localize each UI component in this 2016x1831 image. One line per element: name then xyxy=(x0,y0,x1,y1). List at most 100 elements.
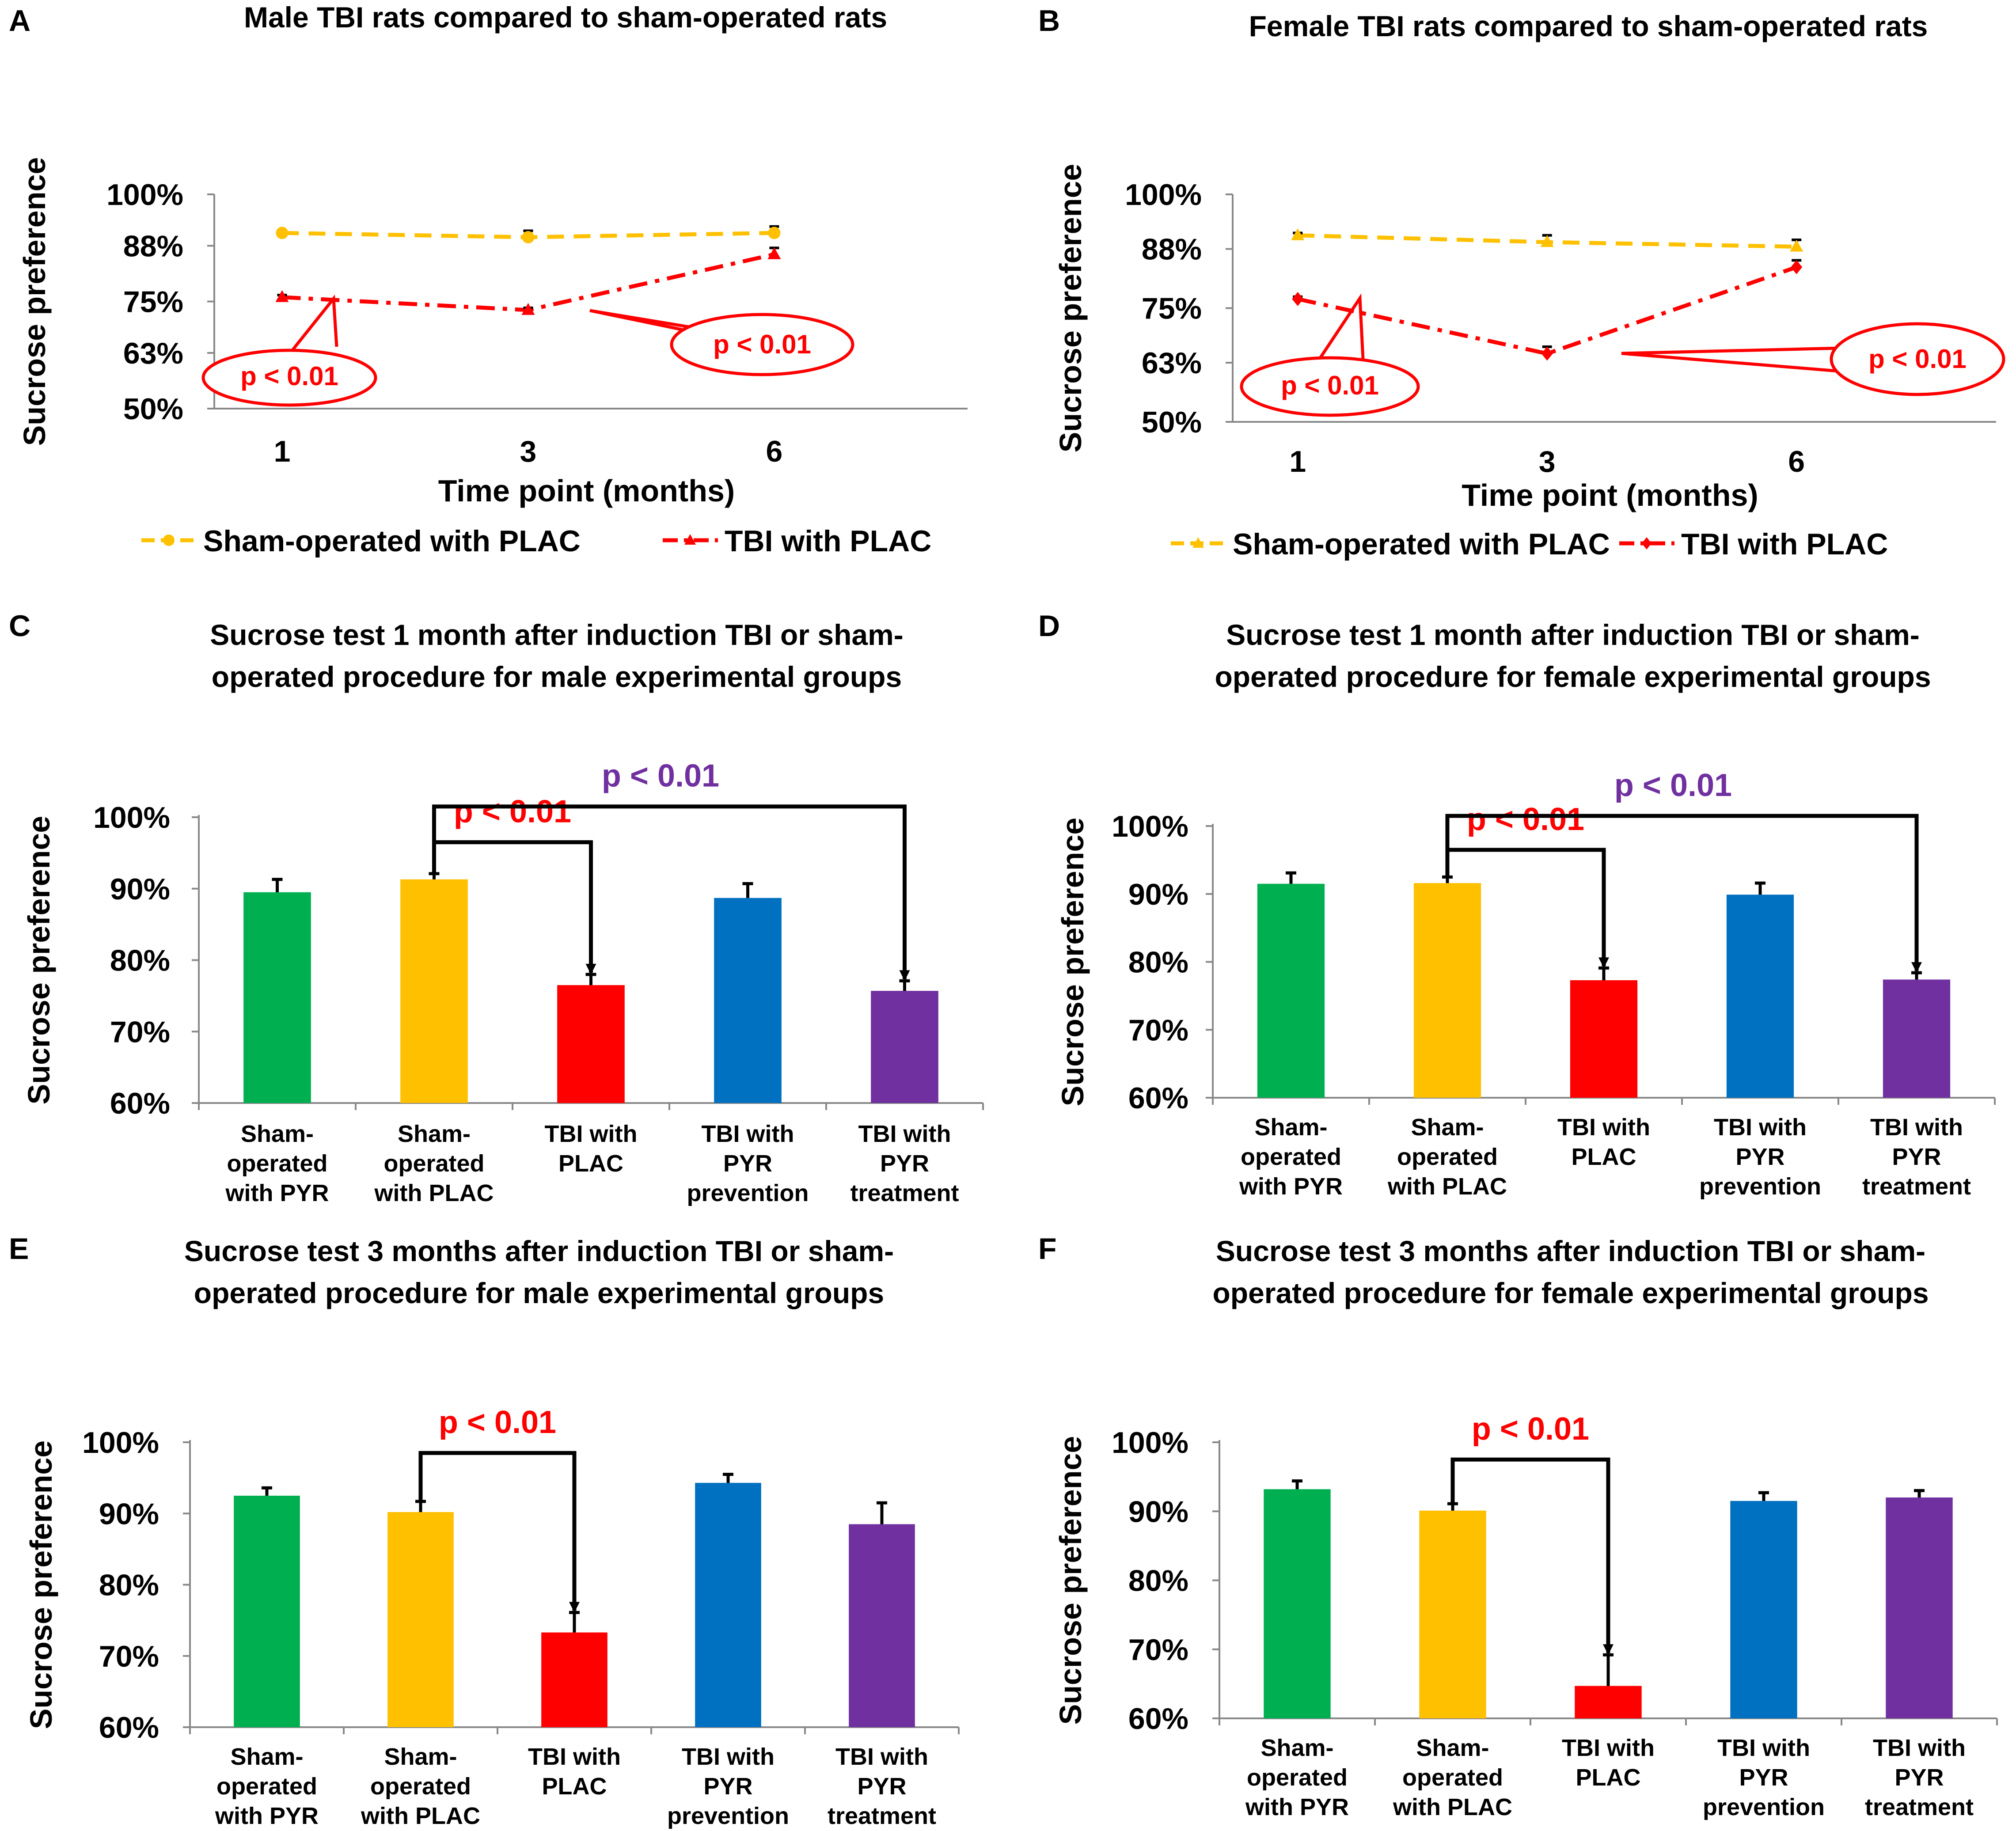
legend-label: TBI with PLAC xyxy=(1681,527,1888,561)
y-tick-label: 63% xyxy=(1142,346,1202,380)
category-label: Sham- xyxy=(1254,1114,1327,1141)
bar xyxy=(695,1482,761,1727)
category-label: Sham- xyxy=(230,1744,303,1770)
y-axis-title: Sucrose preference xyxy=(1053,164,1088,453)
category-label: PYR xyxy=(1739,1764,1788,1791)
data-point xyxy=(1540,235,1554,247)
legend-label: Sham-operated with PLAC xyxy=(1233,527,1610,561)
category-label: operated xyxy=(383,1150,484,1177)
p-value-label: p < 0.01 xyxy=(1472,1411,1589,1447)
bar-group: TBI with PLAC xyxy=(528,1611,621,1800)
p-value-callout: p < 0.01 xyxy=(589,309,854,376)
category-label: with PYR xyxy=(1245,1794,1349,1820)
category-label: prevention xyxy=(667,1803,789,1829)
chart-title: operated procedure for male experimental… xyxy=(212,660,902,693)
p-value-label: p < 0.01 xyxy=(1281,371,1379,400)
bracket-arrowhead xyxy=(1911,962,1922,973)
p-value-label: p < 0.01 xyxy=(1467,802,1584,837)
category-label: with PLAC xyxy=(1393,1794,1512,1820)
category-label: PLAC xyxy=(558,1150,623,1177)
category-label: PYR xyxy=(723,1150,772,1177)
y-tick-label: 90% xyxy=(1128,1495,1188,1528)
bracket-line xyxy=(432,804,907,979)
bracket-line xyxy=(1450,1457,1610,1653)
category-label: Sham- xyxy=(1416,1735,1489,1761)
chart-title: operated procedure for male experimental… xyxy=(194,1277,884,1309)
y-tick-label: 50% xyxy=(123,392,183,426)
category-label: operated xyxy=(1241,1144,1341,1170)
bar-group: Sham-operated with PLAC xyxy=(1387,875,1507,1200)
bar-group: Sham-operated with PLAC xyxy=(374,872,494,1206)
category-label: TBI with xyxy=(682,1744,775,1770)
panel-a: A Male TBI rats compared to sham-operated… xyxy=(9,1,968,558)
p-value-label: p < 0.01 xyxy=(439,1405,556,1440)
category-label: TBI with xyxy=(1717,1735,1810,1761)
category-label: with PYR xyxy=(215,1803,319,1829)
y-tick-label: 70% xyxy=(1128,1633,1188,1667)
legend-label: Sham-operated with PLAC xyxy=(203,524,581,558)
category-label: with PYR xyxy=(225,1180,329,1206)
legend-marker xyxy=(684,534,696,545)
bar xyxy=(234,1495,300,1727)
legend: Sham-operated with PLAC TBI with PLAC xyxy=(1171,527,1888,561)
significance-bracket: p < 0.01 xyxy=(418,1405,580,1613)
chart-title: Female TBI rats compared to sham-operate… xyxy=(1249,10,1928,42)
y-tick-label: 70% xyxy=(110,1015,170,1049)
category-label: TBI with xyxy=(702,1121,794,1147)
panel-letter: B xyxy=(1038,4,1060,38)
x-tick-label: 1 xyxy=(274,435,291,468)
series-sham xyxy=(276,225,781,243)
bar xyxy=(871,991,938,1103)
bar-group: TBI with PYR prevention xyxy=(687,882,809,1206)
bar xyxy=(1413,883,1481,1098)
category-label: TBI with xyxy=(1873,1735,1966,1761)
category-label: PLAC xyxy=(1576,1764,1641,1791)
bar xyxy=(1570,980,1638,1098)
category-label: PYR xyxy=(857,1773,906,1800)
chart-title: operated procedure for female experiment… xyxy=(1212,1277,1929,1309)
callout-bubble xyxy=(201,349,377,407)
y-tick-label: 100% xyxy=(82,1426,159,1459)
bar xyxy=(387,1512,454,1727)
category-label: TBI with xyxy=(835,1744,928,1770)
data-point xyxy=(1291,228,1305,240)
chart-title: Sucrose test 3 months after induction TB… xyxy=(1216,1235,1925,1267)
p-value-label: p < 0.01 xyxy=(1868,344,1967,374)
category-label: Sham- xyxy=(1411,1114,1484,1141)
y-tick-label: 70% xyxy=(99,1640,159,1673)
y-tick-label: 88% xyxy=(1142,233,1202,266)
chart-title: Sucrose test 1 month after induction TBI… xyxy=(1226,618,1920,651)
y-tick-label: 90% xyxy=(110,872,170,906)
bar xyxy=(1726,895,1794,1098)
category-label: TBI with xyxy=(1870,1114,1963,1141)
bar-group: Sham-operated with PLAC xyxy=(1393,1502,1512,1820)
category-label: PYR xyxy=(1895,1764,1944,1791)
data-point xyxy=(521,303,535,315)
callout-pointer xyxy=(589,309,723,340)
callout-pointer xyxy=(1317,293,1365,361)
category-label: PYR xyxy=(703,1773,752,1800)
data-point xyxy=(1541,346,1553,361)
x-axis-title: Time point (months) xyxy=(438,474,735,508)
data-point xyxy=(1292,292,1304,306)
chart-title: operated procedure for female experiment… xyxy=(1215,660,1931,693)
category-label: Sham- xyxy=(398,1121,471,1147)
bar-group: TBI with PYR prevention xyxy=(667,1473,789,1829)
panel-d: D Sucrose test 1 month after induction TB… xyxy=(1038,609,1996,1200)
y-tick-label: 90% xyxy=(99,1497,159,1531)
y-tick-label: 60% xyxy=(99,1711,159,1744)
significance-bracket: p < 0.01 xyxy=(432,758,910,981)
x-tick-label: 3 xyxy=(520,435,537,468)
legend-marker xyxy=(1192,537,1204,548)
series-tbi xyxy=(275,246,781,315)
callout-pointer xyxy=(1621,346,1842,373)
data-point xyxy=(276,227,289,239)
bar xyxy=(1886,1497,1953,1718)
category-label: PYR xyxy=(1892,1144,1941,1170)
category-label: treatment xyxy=(828,1803,936,1829)
category-label: operated xyxy=(216,1773,317,1800)
category-label: treatment xyxy=(850,1180,959,1206)
bar-group: Sham-operated with PYR xyxy=(225,878,329,1206)
category-label: with PLAC xyxy=(1387,1173,1507,1200)
series-sham xyxy=(1291,228,1803,252)
